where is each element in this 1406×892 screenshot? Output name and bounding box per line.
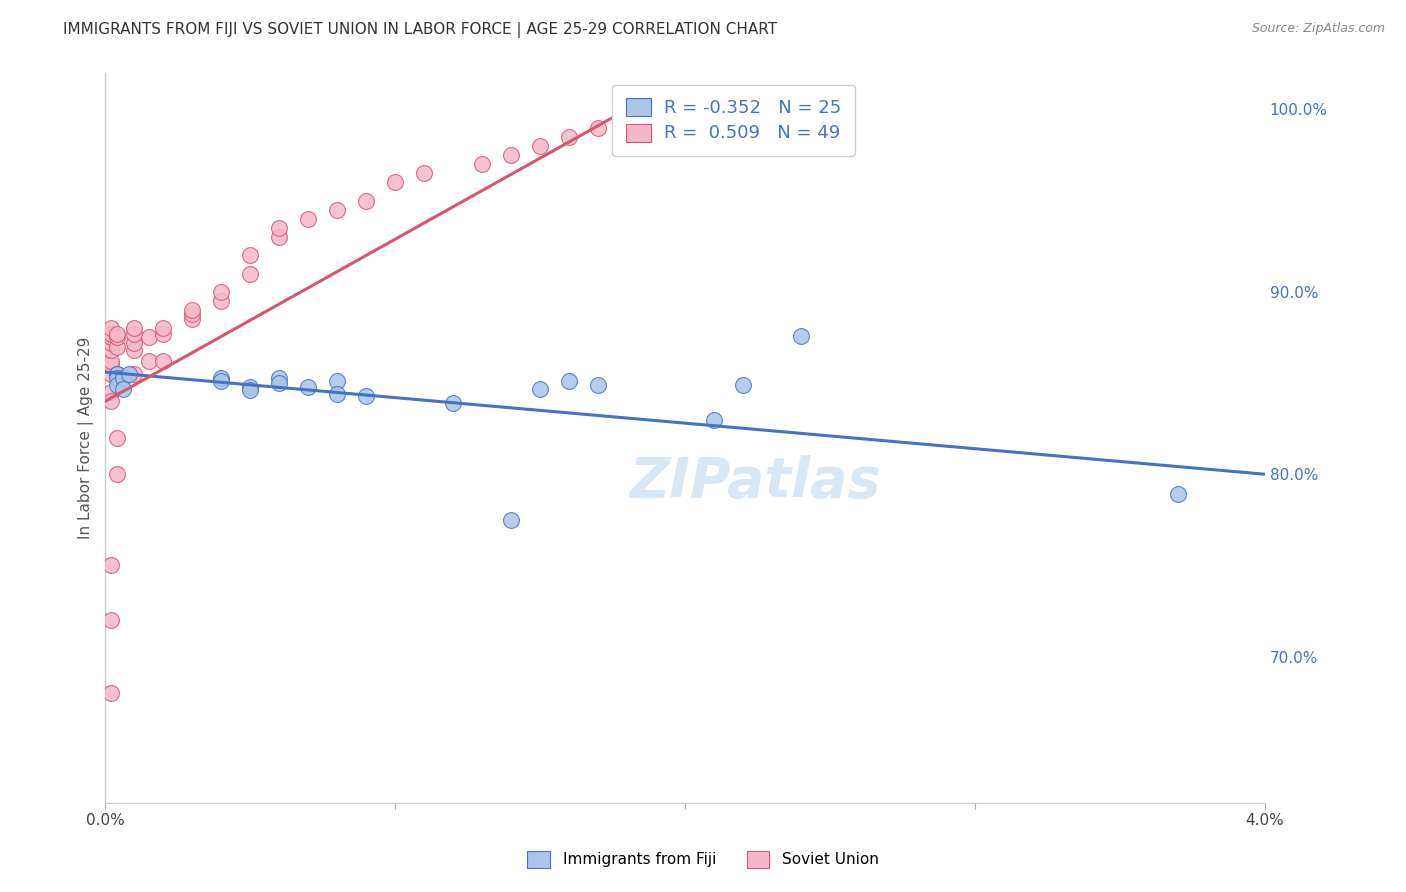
Point — [586, 377, 609, 392]
Point — [138, 330, 160, 344]
Point — [105, 467, 128, 482]
Point — [117, 367, 139, 381]
Point — [790, 328, 813, 343]
Point — [105, 340, 128, 354]
Point — [105, 367, 128, 381]
Legend: R = -0.352   N = 25, R =  0.509   N = 49: R = -0.352 N = 25, R = 0.509 N = 49 — [612, 85, 855, 155]
Point — [105, 330, 128, 344]
Point — [124, 367, 146, 381]
Point — [616, 112, 638, 126]
Point — [124, 343, 146, 358]
Point — [138, 354, 160, 368]
Point — [105, 370, 128, 384]
Point — [239, 248, 262, 262]
Text: Source: ZipAtlas.com: Source: ZipAtlas.com — [1251, 22, 1385, 36]
Point — [326, 202, 349, 217]
Point — [529, 139, 551, 153]
Text: ZIPatlas: ZIPatlas — [628, 455, 880, 508]
Point — [152, 354, 174, 368]
Point — [111, 382, 134, 396]
Point — [529, 382, 551, 396]
Point — [124, 326, 146, 341]
Point — [100, 354, 122, 368]
Point — [558, 129, 581, 144]
Point — [441, 396, 464, 410]
Point — [297, 211, 319, 226]
Point — [100, 367, 122, 381]
Point — [209, 285, 232, 299]
Point — [124, 321, 146, 335]
Point — [100, 613, 122, 627]
Point — [105, 367, 128, 381]
Point — [100, 321, 122, 335]
Point — [100, 558, 122, 573]
Point — [124, 335, 146, 350]
Point — [152, 326, 174, 341]
Point — [111, 370, 134, 384]
Point — [100, 326, 122, 341]
Text: IMMIGRANTS FROM FIJI VS SOVIET UNION IN LABOR FORCE | AGE 25-29 CORRELATION CHAR: IMMIGRANTS FROM FIJI VS SOVIET UNION IN … — [63, 22, 778, 38]
Point — [105, 326, 128, 341]
Point — [269, 221, 291, 235]
Point — [733, 377, 755, 392]
Point — [471, 157, 494, 171]
Point — [209, 293, 232, 308]
Point — [209, 374, 232, 388]
Point — [269, 370, 291, 384]
Point — [326, 374, 349, 388]
Point — [239, 380, 262, 394]
Point — [181, 303, 204, 318]
Point — [501, 148, 523, 162]
Y-axis label: In Labor Force | Age 25-29: In Labor Force | Age 25-29 — [79, 336, 94, 539]
Point — [384, 175, 406, 189]
Point — [356, 389, 378, 403]
Point — [703, 412, 725, 426]
Point — [181, 312, 204, 326]
Point — [105, 377, 128, 392]
Point — [269, 230, 291, 244]
Point — [558, 374, 581, 388]
Point — [100, 335, 122, 350]
Point — [152, 321, 174, 335]
Point — [100, 394, 122, 409]
Point — [269, 376, 291, 390]
Point — [105, 431, 128, 445]
Point — [100, 358, 122, 372]
Point — [586, 120, 609, 135]
Point — [209, 370, 232, 384]
Point — [100, 343, 122, 358]
Point — [326, 387, 349, 401]
Point — [100, 385, 122, 400]
Point — [413, 166, 436, 180]
Point — [239, 267, 262, 281]
Point — [100, 330, 122, 344]
Point — [356, 194, 378, 208]
Point — [239, 384, 262, 398]
Point — [501, 513, 523, 527]
Legend: Immigrants from Fiji, Soviet Union: Immigrants from Fiji, Soviet Union — [515, 838, 891, 880]
Point — [297, 380, 319, 394]
Point — [1167, 487, 1189, 501]
Point — [181, 307, 204, 321]
Point — [100, 686, 122, 700]
